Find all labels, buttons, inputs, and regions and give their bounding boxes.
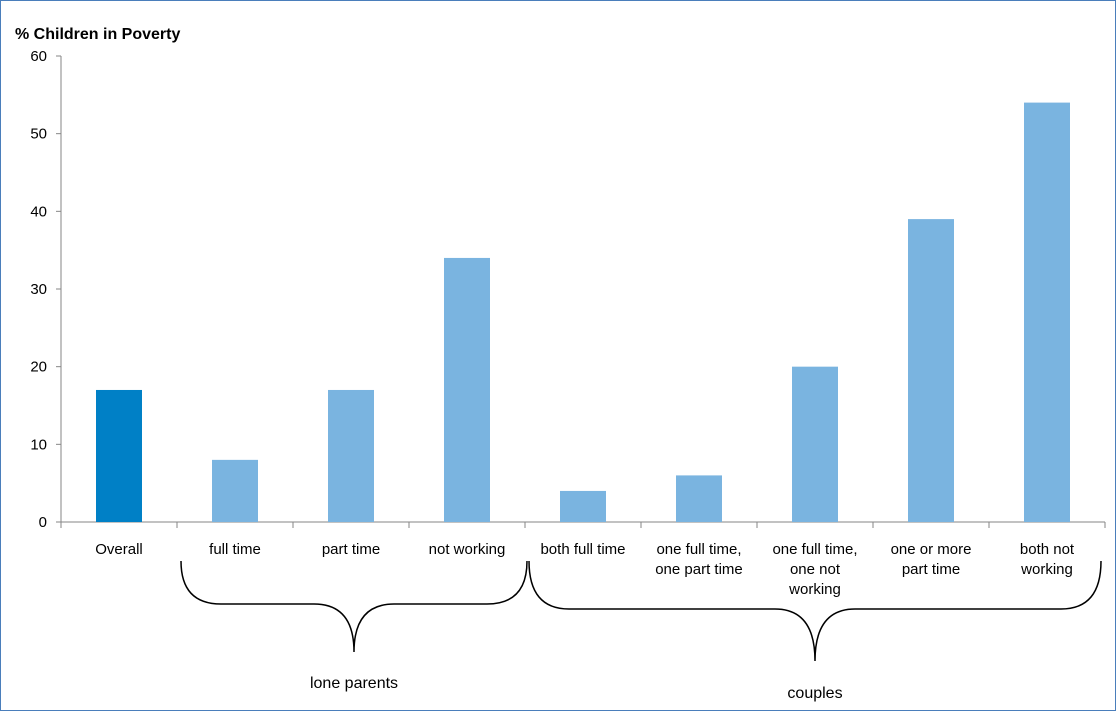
x-tick-label: both not <box>1020 541 1075 558</box>
x-tick-label: one not <box>790 561 841 578</box>
y-tick-label: 0 <box>39 514 47 531</box>
group-braces: lone parents couples <box>180 560 1102 702</box>
y-axis: 0 10 20 30 40 50 60 <box>30 48 62 531</box>
bar <box>792 366 838 522</box>
bar <box>96 389 142 522</box>
x-tick-label: working <box>1020 561 1073 578</box>
y-tick-label: 60 <box>30 48 47 65</box>
bar <box>328 389 374 522</box>
bar <box>212 459 258 522</box>
x-tick-label: one part time <box>655 561 743 578</box>
bars <box>96 102 1070 522</box>
group-label: couples <box>787 685 842 702</box>
bar <box>676 475 722 522</box>
y-tick-label: 20 <box>30 359 47 376</box>
bar <box>444 257 490 522</box>
y-tick-label: 40 <box>30 203 47 220</box>
x-tick-label: one or more <box>891 541 972 558</box>
x-tick-label: one full time, <box>656 541 741 558</box>
y-tick-label: 30 <box>30 281 47 298</box>
bar <box>1024 102 1070 522</box>
bar <box>560 490 606 522</box>
x-axis <box>60 521 1106 528</box>
category-labels: Overall full time part time not working both… <box>95 541 1075 598</box>
x-tick-label: one full time, <box>772 541 857 558</box>
group-brace <box>528 560 1102 662</box>
y-tick-label: 50 <box>30 126 47 143</box>
x-tick-label: not working <box>429 541 506 558</box>
chart-title: % Children in Poverty <box>15 26 180 43</box>
group-brace <box>180 560 528 653</box>
y-tick-label: 10 <box>30 436 47 453</box>
x-tick-label: Overall <box>95 541 143 558</box>
x-tick-label: both full time <box>540 541 625 558</box>
group-label: lone parents <box>310 675 398 692</box>
bar <box>908 219 954 522</box>
x-tick-label: working <box>788 581 841 598</box>
x-tick-label: part time <box>902 561 960 578</box>
x-tick-label: full time <box>209 541 261 558</box>
x-tick-label: part time <box>322 541 380 558</box>
